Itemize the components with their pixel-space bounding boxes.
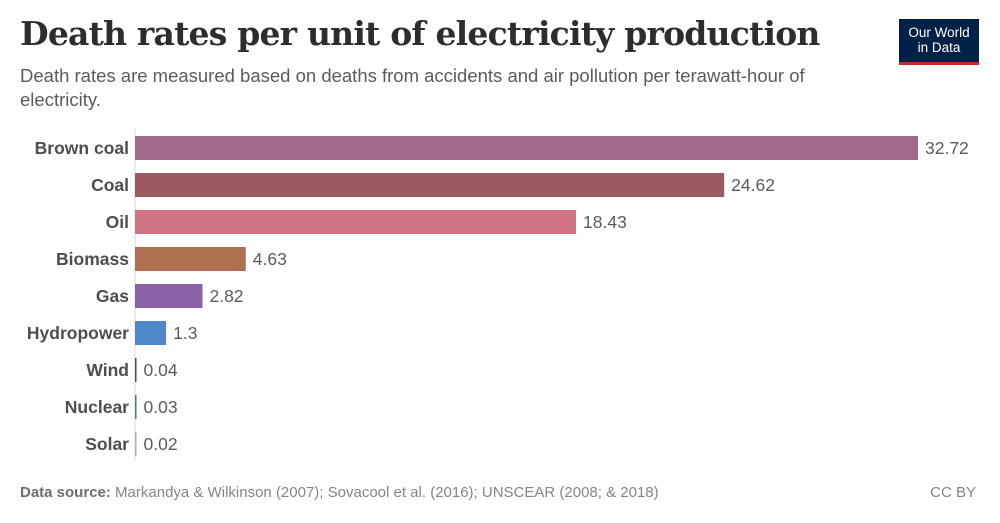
bar-coal[interactable]	[135, 173, 725, 197]
value-label: 2.82	[209, 286, 243, 306]
category-label: Hydropower	[27, 323, 129, 343]
bar-biomass[interactable]	[135, 247, 246, 271]
category-label: Oil	[106, 212, 129, 232]
chart-title: Death rates per unit of electricity prod…	[20, 14, 820, 53]
category-label: Wind	[86, 360, 129, 380]
bar-solar[interactable]	[135, 432, 137, 456]
category-label: Biomass	[56, 249, 129, 269]
data-source: Data source: Markandya & Wilkinson (2007…	[20, 484, 659, 501]
bar-wind[interactable]	[135, 358, 137, 382]
value-label: 18.43	[583, 212, 627, 232]
data-source-text: Markandya & Wilkinson (2007); Sovacool e…	[115, 484, 659, 501]
category-label: Gas	[96, 286, 129, 306]
value-label: 0.03	[144, 397, 178, 417]
value-label: 1.3	[173, 323, 197, 343]
bar-gas[interactable]	[135, 284, 203, 308]
logo-line-1: Our World	[908, 25, 970, 40]
value-label: 4.63	[253, 249, 287, 269]
category-label: Coal	[91, 175, 129, 195]
bar-chart: Brown coal 32.72 Coal 24.62 Oil 18.43 Biomass 4…	[27, 129, 969, 461]
value-label: 24.62	[731, 175, 775, 195]
category-label: Solar	[85, 434, 129, 454]
category-label: Brown coal	[35, 138, 129, 158]
bar-hydropower[interactable]	[135, 321, 167, 345]
license-label[interactable]: CC BY	[930, 484, 976, 501]
owid-logo[interactable]: Our World in Data	[899, 19, 979, 65]
data-source-label: Data source:	[20, 484, 111, 501]
chart-subtitle: Death rates are measured based on deaths…	[20, 65, 805, 110]
value-label: 32.72	[925, 138, 969, 158]
value-label: 0.04	[144, 360, 178, 380]
category-label: Nuclear	[65, 397, 129, 417]
bar-oil[interactable]	[135, 210, 577, 234]
bar-nuclear[interactable]	[135, 395, 137, 419]
value-label: 0.02	[144, 434, 178, 454]
bar-brown-coal[interactable]	[135, 136, 918, 160]
logo-line-2: in Data	[917, 40, 961, 55]
